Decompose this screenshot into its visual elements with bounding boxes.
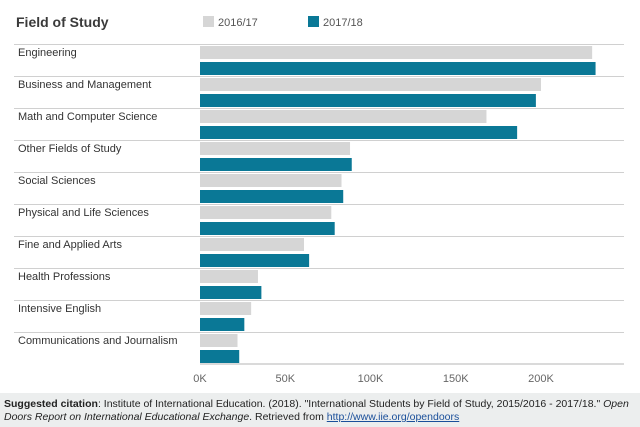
category-label-engineering: Engineering [18, 47, 77, 59]
x-tick-label: 200K [528, 373, 554, 385]
citation-link[interactable]: http://www.iie.org/opendoors [326, 411, 460, 423]
legend-swatch-2016-17 [203, 16, 214, 27]
x-tick-label: 50K [275, 373, 295, 385]
category-label-physical-and-life-sciences: Physical and Life Sciences [18, 207, 149, 219]
bar-physical-and-life-sciences-2017-18 [200, 222, 335, 235]
chart-rows: Engineering Business and Management Math a… [14, 44, 624, 347]
category-label-fine-and-applied-arts: Fine and Applied Arts [18, 239, 122, 251]
category-label-math-and-computer-science: Math and Computer Science [18, 111, 157, 123]
category-label-other-fields-of-study: Other Fields of Study [18, 143, 122, 155]
bar-intensive-english-2017-18 [200, 318, 245, 331]
bar-health-professions-2017-18 [200, 286, 262, 299]
category-label-health-professions: Health Professions [18, 271, 111, 283]
bar-other-fields-of-study-2017-18 [200, 158, 352, 171]
bar-math-and-computer-science-2017-18 [200, 126, 518, 139]
legend-swatch-2017-18 [308, 16, 319, 27]
bar-social-sciences-2016-17 [200, 174, 342, 187]
citation: Suggested citation: Institute of Interna… [4, 398, 636, 424]
bar-fine-and-applied-arts-2016-17 [200, 238, 305, 251]
legend: 2016/17 2017/18 [203, 16, 363, 29]
category-label-intensive-english: Intensive English [18, 303, 101, 315]
bar-intensive-english-2016-17 [200, 302, 252, 315]
legend-label-2016-17: 2016/17 [218, 17, 258, 29]
chart-panel: Field of Study 2016/17 2017/18 Engineerin… [0, 0, 640, 393]
bar-chart: Field of Study 2016/17 2017/18 Engineerin… [14, 14, 624, 385]
bar-engineering-2016-17 [200, 46, 593, 59]
citation-after: . Retrieved from [249, 411, 327, 423]
citation-label: Suggested citation [4, 398, 98, 410]
x-tick-label: 100K [358, 373, 384, 385]
citation-text: : Institute of International Education. … [97, 398, 604, 410]
x-tick-label: 0K [193, 373, 207, 385]
bar-other-fields-of-study-2016-17 [200, 142, 351, 155]
bar-social-sciences-2017-18 [200, 190, 344, 203]
legend-label-2017-18: 2017/18 [323, 17, 363, 29]
bar-fine-and-applied-arts-2017-18 [200, 254, 310, 267]
x-axis: 0K 50K 100K 150K 200K [193, 363, 624, 385]
bar-communications-and-journalism-2017-18 [200, 350, 240, 363]
chart-title: Field of Study [16, 14, 109, 30]
category-label-business-and-management: Business and Management [18, 79, 151, 91]
citation-source: Open Doors Report on International Educa… [4, 398, 629, 423]
bar-business-and-management-2017-18 [200, 94, 536, 107]
bar-physical-and-life-sciences-2016-17 [200, 206, 332, 219]
bar-engineering-2017-18 [200, 62, 596, 75]
bar-math-and-computer-science-2016-17 [200, 110, 487, 123]
chart-bars [200, 46, 596, 363]
category-label-communications-and-journalism: Communications and Journalism [18, 335, 178, 347]
bar-communications-and-journalism-2016-17 [200, 334, 238, 347]
bar-business-and-management-2016-17 [200, 78, 541, 91]
category-label-social-sciences: Social Sciences [18, 175, 96, 187]
x-tick-label: 150K [443, 373, 469, 385]
bar-health-professions-2016-17 [200, 270, 258, 283]
